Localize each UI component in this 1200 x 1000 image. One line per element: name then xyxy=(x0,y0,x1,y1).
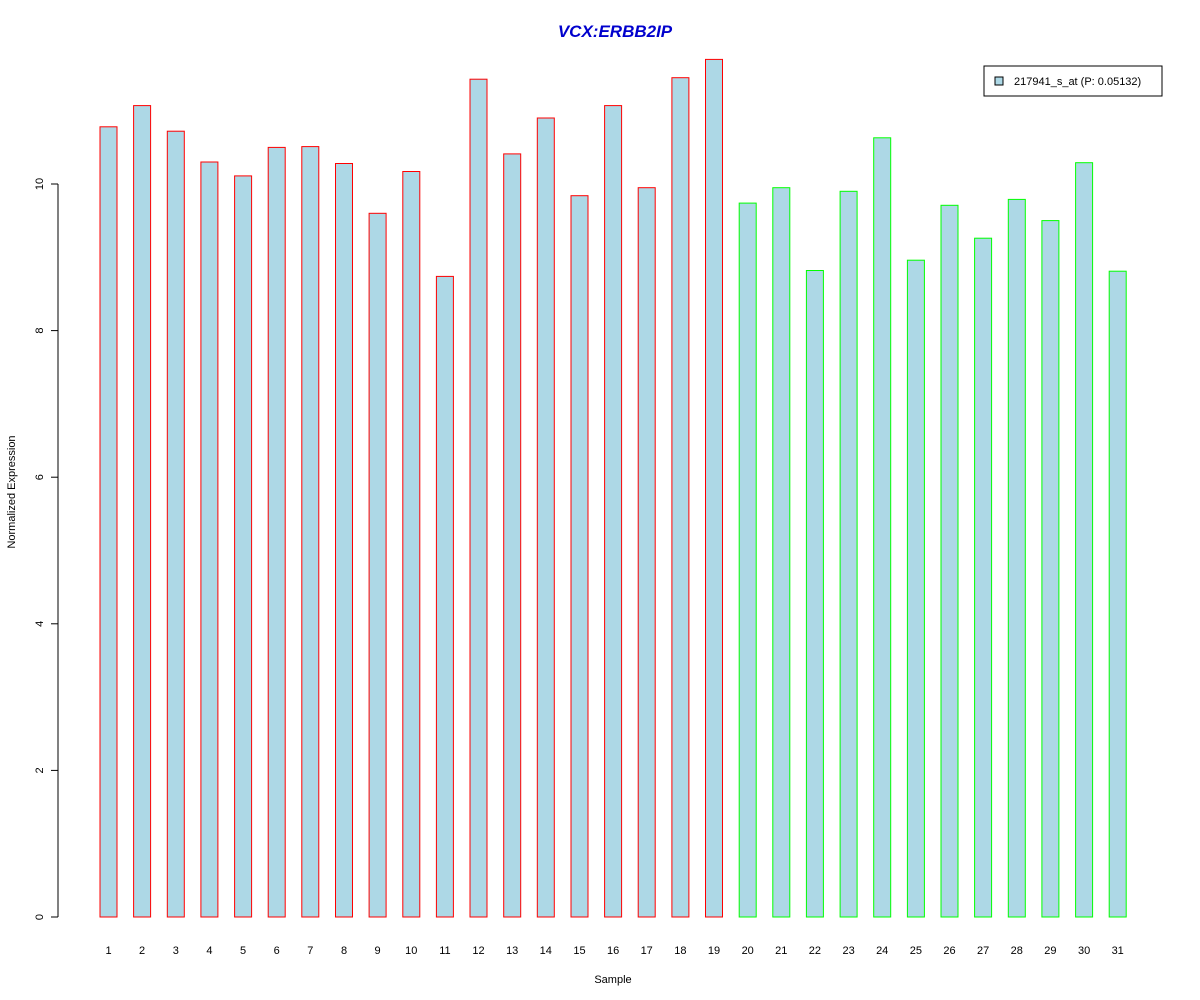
y-tick-label: 10 xyxy=(34,178,46,190)
x-tick-label: 29 xyxy=(1044,945,1056,957)
x-tick-label: 3 xyxy=(173,945,179,957)
x-tick-label: 27 xyxy=(977,945,989,957)
bar-sample-29 xyxy=(1041,220,1060,918)
bar-series xyxy=(99,58,1127,918)
x-tick-label: 23 xyxy=(842,945,854,957)
bar-sample-13 xyxy=(503,153,522,918)
bar-sample-9 xyxy=(368,212,387,918)
y-axis-title: Normalized Expression xyxy=(6,435,18,548)
x-tick-label: 7 xyxy=(307,945,313,957)
y-tick-label: 4 xyxy=(34,621,46,627)
x-tick-label: 12 xyxy=(472,945,484,957)
legend-swatch xyxy=(994,76,1004,86)
y-tick-label: 0 xyxy=(34,914,46,920)
x-axis-title: Sample xyxy=(594,974,631,986)
bar-sample-3 xyxy=(166,130,185,918)
legend-box xyxy=(983,65,1163,97)
bar-sample-26 xyxy=(940,204,959,918)
bar-sample-24 xyxy=(873,137,892,918)
bar-sample-30 xyxy=(1075,162,1094,918)
x-tick-labels: 1 2 3 4 5 6 7 8 9 10 11 12 13 14 15 16 17 18 19 20 21 22 23 24 2… xyxy=(105,945,1123,957)
x-tick-label: 18 xyxy=(674,945,686,957)
x-tick-label: 6 xyxy=(274,945,280,957)
bar-sample-27 xyxy=(974,237,993,918)
legend-label: 217941_s_at (P: 0.05132) xyxy=(1014,76,1141,88)
bar-sample-18 xyxy=(671,77,690,918)
bar-sample-16 xyxy=(604,105,623,918)
bar-sample-21 xyxy=(772,187,791,918)
x-tick-label: 25 xyxy=(910,945,922,957)
x-tick-label: 24 xyxy=(876,945,888,957)
bar-sample-17 xyxy=(637,187,656,918)
x-tick-label: 5 xyxy=(240,945,246,957)
bar-sample-22 xyxy=(805,270,824,918)
y-tick-label: 8 xyxy=(34,328,46,334)
x-tick-label: 16 xyxy=(607,945,619,957)
bar-sample-8 xyxy=(335,163,353,918)
bar-sample-11 xyxy=(435,275,454,918)
bar-sample-20 xyxy=(738,202,757,918)
x-tick-label: 21 xyxy=(775,945,787,957)
x-tick-label: 30 xyxy=(1078,945,1090,957)
bar-sample-4 xyxy=(200,161,219,918)
bar-sample-23 xyxy=(839,190,858,918)
x-tick-label: 8 xyxy=(341,945,347,957)
bar-sample-19 xyxy=(705,58,723,918)
bar-sample-12 xyxy=(469,78,488,918)
bar-sample-15 xyxy=(570,195,589,918)
x-tick-label: 28 xyxy=(1011,945,1023,957)
bar-sample-31 xyxy=(1108,270,1127,918)
bar-sample-14 xyxy=(536,117,555,918)
bar-sample-2 xyxy=(133,105,152,918)
x-tick-label: 13 xyxy=(506,945,518,957)
bar-sample-7 xyxy=(301,146,320,918)
bar-sample-28 xyxy=(1007,198,1026,918)
x-tick-label: 15 xyxy=(573,945,585,957)
legend: 217941_s_at (P: 0.05132) xyxy=(983,65,1163,97)
y-tick-label: 6 xyxy=(34,474,46,480)
x-tick-label: 11 xyxy=(439,945,450,957)
x-tick-label: 20 xyxy=(742,945,754,957)
x-tick-label: 22 xyxy=(809,945,821,957)
x-tick-label: 17 xyxy=(641,945,653,957)
bar-sample-6 xyxy=(267,146,286,918)
x-tick-label: 4 xyxy=(206,945,212,957)
x-tick-label: 10 xyxy=(405,945,417,957)
x-tick-label: 26 xyxy=(943,945,955,957)
bar-sample-5 xyxy=(234,175,253,918)
bar-sample-25 xyxy=(906,259,925,918)
x-tick-label: 14 xyxy=(540,945,552,957)
x-tick-label: 19 xyxy=(708,945,720,957)
bar-sample-10 xyxy=(402,171,421,918)
y-axis: 0 2 4 6 8 10 xyxy=(34,178,59,920)
x-tick-label: 2 xyxy=(139,945,145,957)
bar-sample-1 xyxy=(99,126,118,918)
x-tick-label: 1 xyxy=(105,945,111,957)
y-tick-label: 2 xyxy=(34,767,46,773)
chart-title: VCX:ERBB2IP xyxy=(558,22,673,41)
x-tick-label: 9 xyxy=(375,945,381,957)
x-tick-label: 31 xyxy=(1112,945,1124,957)
